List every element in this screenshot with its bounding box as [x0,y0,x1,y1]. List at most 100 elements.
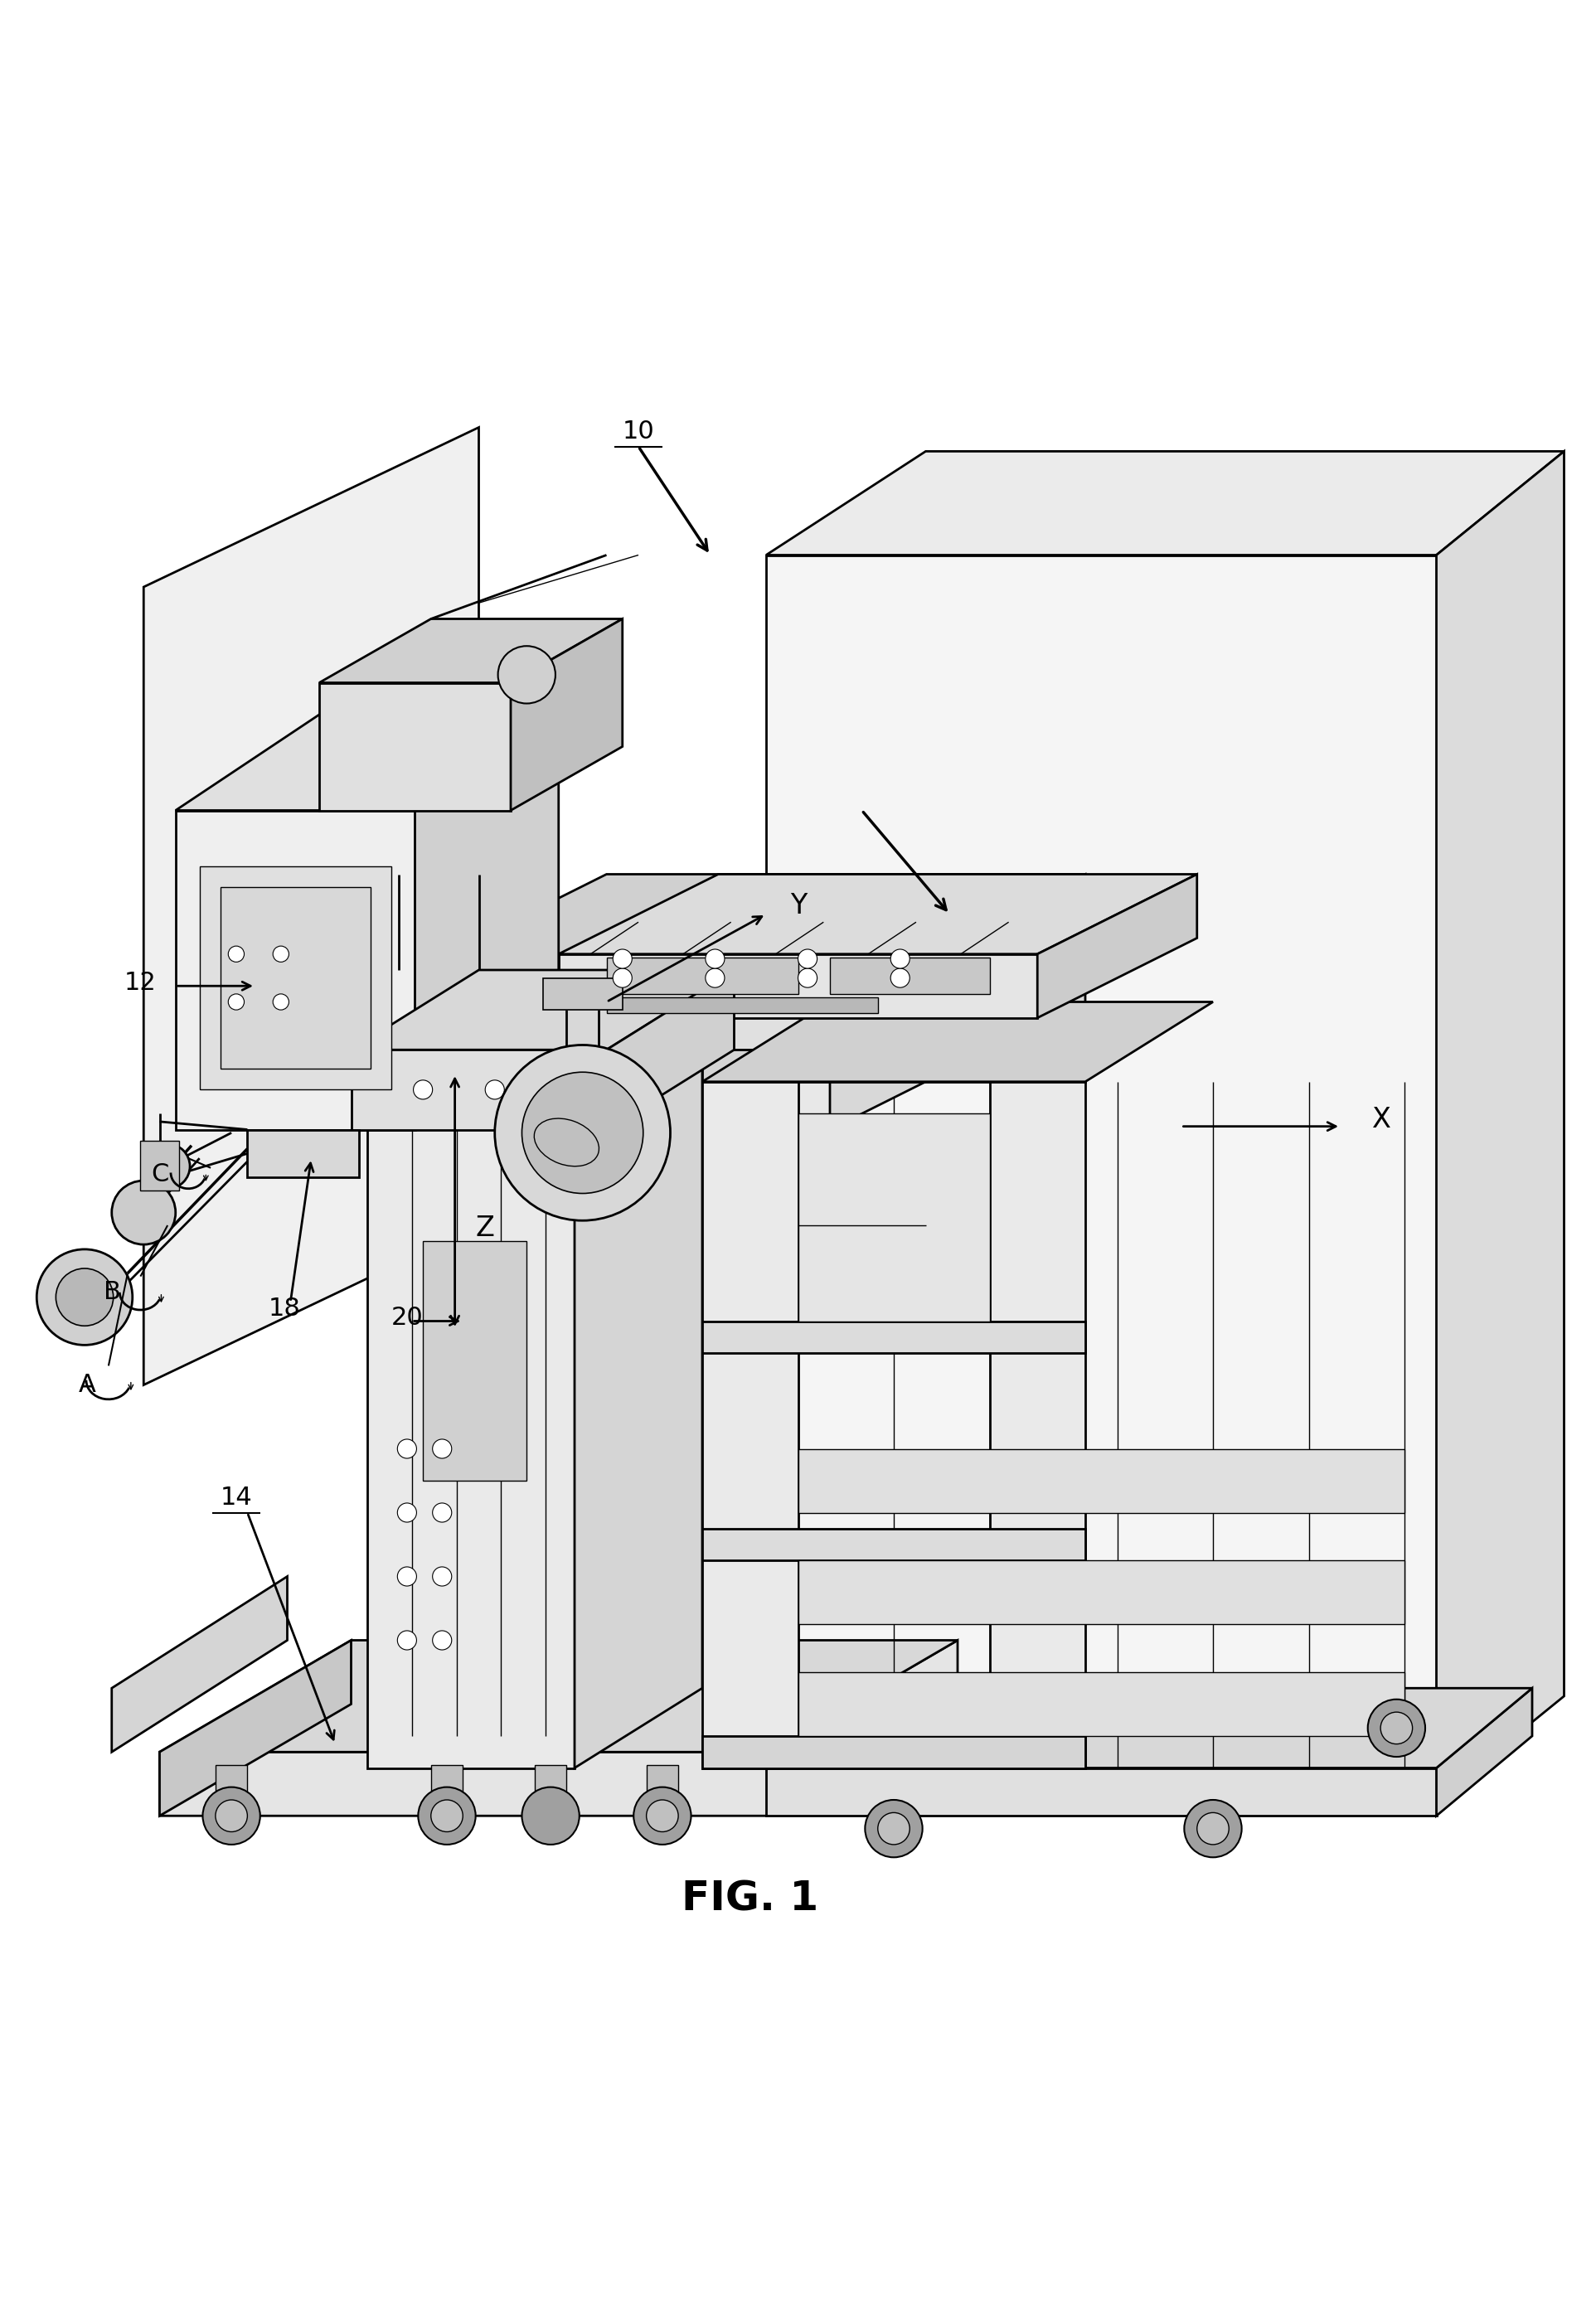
Polygon shape [798,1561,1404,1624]
Text: 20: 20 [391,1306,423,1331]
Text: A: A [78,1373,96,1396]
Polygon shape [351,873,1085,1001]
Circle shape [1381,1712,1412,1745]
Polygon shape [176,811,415,1129]
Circle shape [37,1250,132,1345]
Polygon shape [766,555,1436,1800]
Circle shape [228,945,244,962]
Polygon shape [431,1765,463,1805]
Circle shape [413,1080,433,1099]
Polygon shape [702,1050,798,1768]
Circle shape [433,1440,452,1459]
Circle shape [557,1080,576,1099]
Text: Z: Z [476,1215,495,1243]
Polygon shape [176,715,559,811]
Polygon shape [702,1322,1085,1352]
Circle shape [613,969,632,987]
Polygon shape [830,957,990,994]
Circle shape [56,1268,113,1326]
Polygon shape [200,866,391,1089]
Polygon shape [559,955,1037,1017]
Polygon shape [606,997,878,1013]
Polygon shape [543,978,622,1011]
Text: 12: 12 [124,971,156,994]
Text: 10: 10 [622,418,654,444]
Text: FIG. 1: FIG. 1 [681,1879,819,1919]
Text: B: B [104,1280,121,1306]
Polygon shape [1436,1689,1532,1817]
Polygon shape [702,1735,1085,1768]
Circle shape [397,1503,417,1522]
Polygon shape [367,1050,575,1768]
Circle shape [878,1812,910,1844]
Polygon shape [160,1640,351,1817]
Circle shape [397,1568,417,1587]
Polygon shape [160,1640,958,1752]
Polygon shape [798,1450,1404,1512]
Circle shape [495,1045,670,1220]
Polygon shape [319,683,511,811]
Polygon shape [319,618,622,683]
Polygon shape [351,971,734,1050]
Polygon shape [215,1765,247,1805]
Polygon shape [559,873,1197,955]
Polygon shape [702,1001,1213,1083]
Circle shape [613,950,632,969]
Text: Y: Y [790,892,808,920]
Polygon shape [606,957,798,994]
Circle shape [705,950,725,969]
Polygon shape [423,1240,527,1480]
Circle shape [891,950,910,969]
Circle shape [228,994,244,1011]
Polygon shape [112,1577,287,1752]
Circle shape [431,1800,463,1833]
Polygon shape [535,1765,567,1805]
Polygon shape [990,1050,1085,1768]
Polygon shape [511,618,622,811]
Circle shape [485,1080,504,1099]
Polygon shape [702,1529,1085,1561]
Polygon shape [160,1640,958,1817]
Polygon shape [798,1113,990,1322]
Circle shape [798,950,817,969]
Circle shape [1368,1700,1425,1756]
Polygon shape [798,1673,1404,1735]
Circle shape [433,1503,452,1522]
Circle shape [522,1073,643,1194]
Polygon shape [367,971,702,1050]
Polygon shape [351,1050,606,1129]
Polygon shape [766,451,1564,555]
Circle shape [433,1568,452,1587]
Circle shape [646,1800,678,1833]
Polygon shape [702,1050,1085,1083]
Polygon shape [351,873,1085,1066]
Circle shape [273,994,289,1011]
Polygon shape [575,971,702,1768]
Circle shape [634,1786,691,1844]
Polygon shape [351,1066,830,1129]
Polygon shape [247,1129,359,1178]
Circle shape [433,1631,452,1649]
Circle shape [865,1800,922,1858]
Circle shape [397,1440,417,1459]
Text: C: C [152,1162,169,1187]
Polygon shape [140,1141,179,1189]
Polygon shape [606,971,734,1129]
Polygon shape [415,715,559,1129]
Text: X: X [1373,1106,1392,1134]
Polygon shape [1436,451,1564,1800]
Circle shape [1197,1812,1229,1844]
Circle shape [705,969,725,987]
Circle shape [397,1631,417,1649]
Text: 18: 18 [268,1296,300,1319]
Polygon shape [766,1689,1532,1768]
Polygon shape [1037,873,1197,1017]
Circle shape [203,1786,260,1844]
Polygon shape [220,887,370,1069]
Circle shape [498,646,555,704]
Circle shape [891,969,910,987]
Circle shape [145,1143,190,1189]
Circle shape [273,945,289,962]
Text: 14: 14 [220,1484,252,1510]
Circle shape [798,969,817,987]
